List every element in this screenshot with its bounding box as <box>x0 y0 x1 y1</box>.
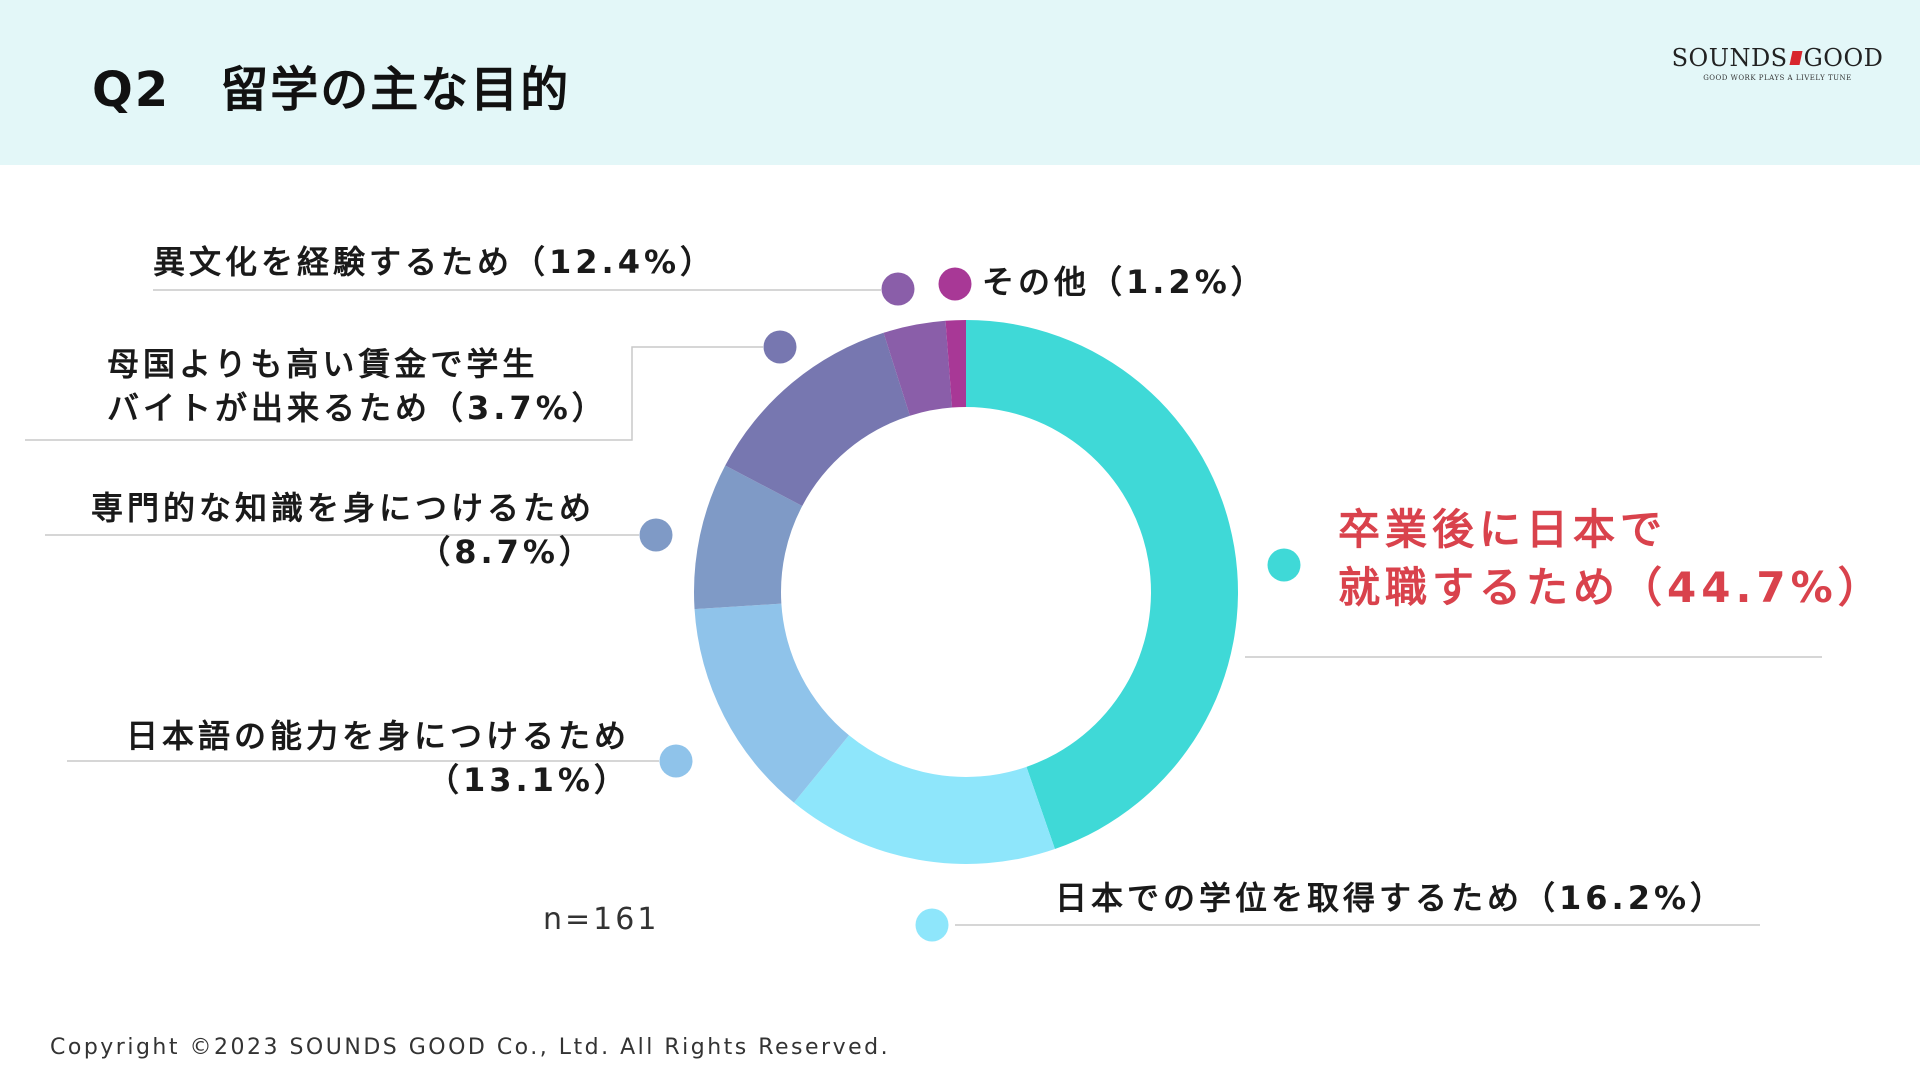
label-wages-line2: バイトが出来るため（3.7%） <box>107 386 608 430</box>
label-other: その他（1.2%） <box>982 260 1267 304</box>
copyright: Copyright ©2023 SOUNDS GOOD Co., Ltd. Al… <box>50 1035 890 1060</box>
label-culture-line1: 異文化を経験するため（12.4%） <box>153 240 716 284</box>
label-employment-line2: 就職するため（44.7%） <box>1338 559 1885 617</box>
dot-expertise <box>640 519 673 552</box>
dot-degree <box>916 909 949 942</box>
label-other-line1: その他（1.2%） <box>982 260 1267 304</box>
label-japanese-language-line1: 日本語の能力を身につけるため <box>126 714 630 758</box>
dot-other <box>939 268 972 301</box>
label-employment: 卒業後に日本で 就職するため（44.7%） <box>1338 501 1885 617</box>
label-expertise-line1: 専門的な知識を身につけるため <box>91 486 595 530</box>
label-wages-line1: 母国よりも高い賃金で学生 <box>107 342 608 386</box>
label-employment-line1: 卒業後に日本で <box>1338 501 1885 559</box>
label-expertise: 専門的な知識を身につけるため （8.7%） <box>91 486 595 574</box>
label-wages: 母国よりも高い賃金で学生 バイトが出来るため（3.7%） <box>107 342 608 430</box>
slice-employment <box>966 320 1238 849</box>
label-culture: 異文化を経験するため（12.4%） <box>153 240 716 284</box>
label-japanese-language: 日本語の能力を身につけるため （13.1%） <box>126 714 630 802</box>
label-japanese-language-line2: （13.1%） <box>126 758 630 802</box>
donut-slices <box>694 320 1238 864</box>
dot-employment <box>1268 549 1301 582</box>
sample-size: n=161 <box>543 902 659 937</box>
dot-culture <box>882 273 915 306</box>
label-expertise-line2: （8.7%） <box>91 530 595 574</box>
dot-wages <box>764 331 797 364</box>
slice-wages <box>725 333 910 506</box>
label-degree: 日本での学位を取得するため（16.2%） <box>1055 876 1726 920</box>
label-degree-line1: 日本での学位を取得するため（16.2%） <box>1055 876 1726 920</box>
dot-japanese-language <box>660 745 693 778</box>
